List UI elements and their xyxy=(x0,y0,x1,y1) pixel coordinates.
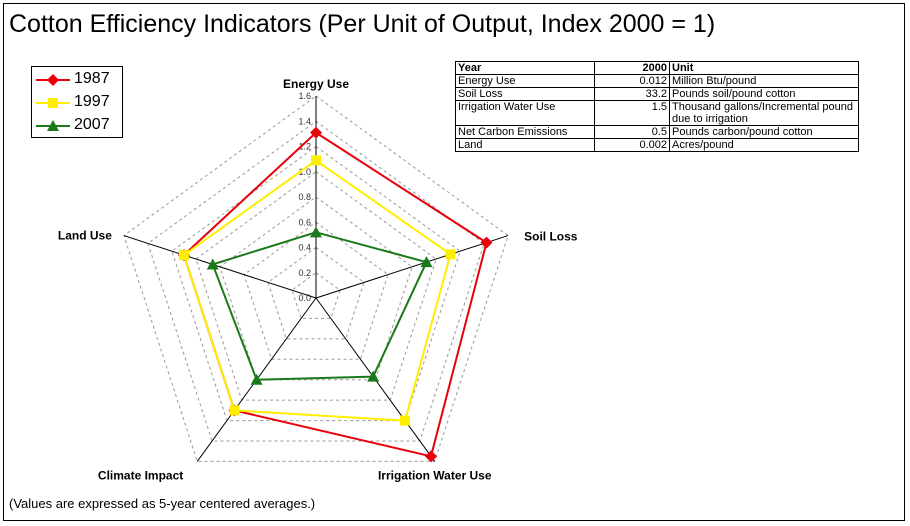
data-point-1997 xyxy=(400,415,411,426)
legend-item-1987: 1987 xyxy=(32,69,122,91)
tick-label: 1.2 xyxy=(298,142,311,152)
tick-label: 1.6 xyxy=(298,91,311,101)
row-label: Net Carbon Emissions xyxy=(455,125,595,139)
tick-label: 0.0 xyxy=(298,293,311,303)
row-value: 0.002 xyxy=(594,138,670,152)
grid-ring xyxy=(291,272,341,319)
grid-ring xyxy=(219,196,413,381)
tick-label: 0.4 xyxy=(298,243,311,253)
data-point-1997 xyxy=(229,405,240,416)
axis-label-irrigation-water-use: Irrigation Water Use xyxy=(378,468,492,482)
legend-label-2007: 2007 xyxy=(74,116,110,133)
tick-label: 0.8 xyxy=(298,192,311,202)
series-line-2007 xyxy=(211,231,428,381)
legend-label-1997: 1997 xyxy=(74,93,110,110)
grid-ring xyxy=(243,221,389,360)
series-line-1997 xyxy=(182,159,452,422)
row-label: Land xyxy=(455,138,595,152)
row-value: 1.5 xyxy=(594,100,670,126)
axis-label-soil-loss: Soil Loss xyxy=(524,230,578,244)
grid-ring xyxy=(147,120,485,442)
legend: 1987 1997 2007 xyxy=(31,66,123,138)
row-unit: Pounds soil/pound cotton xyxy=(669,87,859,101)
row-unit: Acres/pound xyxy=(669,138,859,152)
row-unit: Thousand gallons/Incremental pound due t… xyxy=(669,100,859,126)
data-point-1997 xyxy=(178,250,189,261)
data-point-1997 xyxy=(311,155,321,166)
legend-marker-2007 xyxy=(36,120,70,131)
footnote: (Values are expressed as 5-year centered… xyxy=(9,496,316,511)
axis-label-land-use: Land Use xyxy=(58,229,112,243)
data-point-2007 xyxy=(420,256,433,268)
data-point-2007 xyxy=(310,226,322,238)
data-point-1997 xyxy=(445,249,456,260)
grid-ring xyxy=(171,145,461,422)
tick-label: 1.4 xyxy=(298,116,311,126)
grid-ring xyxy=(195,171,437,401)
legend-marker-1997 xyxy=(36,98,70,108)
legend-label-1987: 1987 xyxy=(74,70,110,87)
table-row: Soil Loss 33.2 Pounds soil/pound cotton xyxy=(455,87,859,101)
row-label: Energy Use xyxy=(455,74,595,88)
data-point-2007 xyxy=(206,258,219,270)
axis-label-climate-impact: Climate Impact xyxy=(98,468,183,482)
data-point-1987 xyxy=(310,126,322,139)
units-table-header: Year 2000 Unit xyxy=(455,61,859,75)
tick-label: 0.6 xyxy=(298,217,311,227)
legend-marker-1987 xyxy=(36,74,70,86)
data-point-2007 xyxy=(250,373,263,385)
tick-label: 1.0 xyxy=(298,167,311,177)
data-point-1987 xyxy=(480,236,493,249)
table-row: Irrigation Water Use 1.5 Thousand gallon… xyxy=(455,100,859,126)
table-row: Net Carbon Emissions 0.5 Pounds carbon/p… xyxy=(455,125,859,139)
series-line-1987 xyxy=(182,131,488,458)
table-row: Land 0.002 Acres/pound xyxy=(455,138,859,152)
row-unit: Pounds carbon/pound cotton xyxy=(669,125,859,139)
data-point-2007 xyxy=(367,370,380,382)
units-table: Year 2000 Unit Energy Use 0.012 Million … xyxy=(455,61,859,152)
axis-spoke xyxy=(123,235,317,299)
row-label: Irrigation Water Use xyxy=(455,100,595,126)
tick-label: 0.2 xyxy=(298,268,311,278)
chart-title: Cotton Efficiency Indicators (Per Unit o… xyxy=(9,10,716,38)
grid-ring xyxy=(267,246,365,340)
legend-item-1997: 1997 xyxy=(32,92,122,114)
legend-item-2007: 2007 xyxy=(32,115,122,137)
axis-label-energy-use: Energy Use xyxy=(283,77,349,91)
data-point-1987 xyxy=(425,450,438,463)
axis-spoke xyxy=(315,235,509,299)
